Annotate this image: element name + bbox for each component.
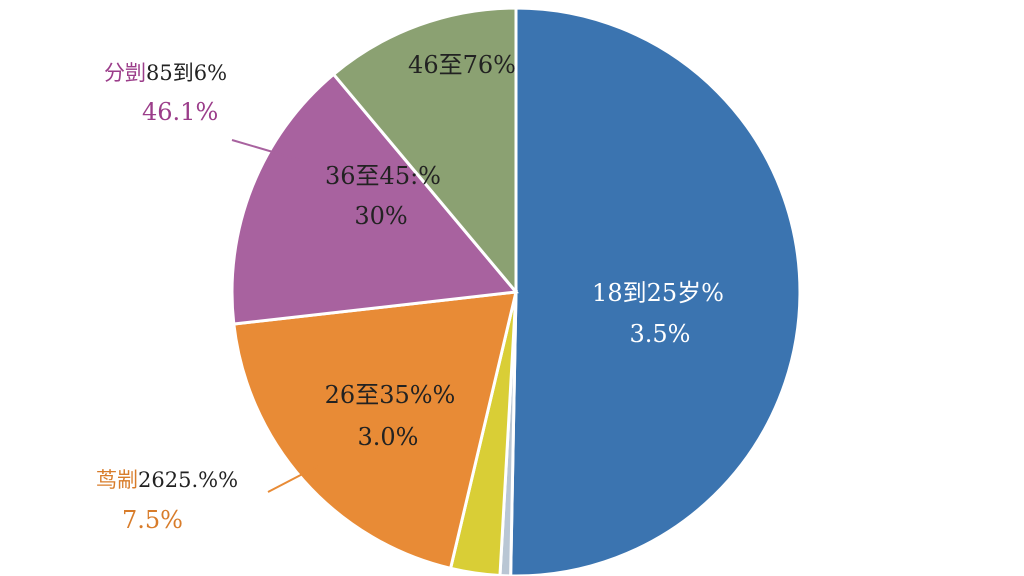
callout-purple-name: 分剴 (104, 61, 146, 85)
slice-label-18-25: 18到25岁% (592, 279, 724, 307)
callout-orange: 茑剬2625.%% (96, 468, 238, 492)
slice-value-36-45: 30% (354, 202, 407, 230)
pie-slice-4 (230, 72, 519, 326)
callout-purple-range: 85到6% (146, 61, 227, 85)
callout-orange-value: 7.5% (122, 506, 183, 534)
slice-label-36-45: 36至45:% (325, 162, 441, 190)
pie-slice-5 (331, 6, 518, 297)
pie-slice-3 (232, 290, 518, 571)
callout-purple-value: 46.1% (142, 98, 218, 126)
callout-orange-name: 茑剬 (96, 468, 138, 492)
callout-purple: 分剴85到6% (104, 61, 227, 85)
leader-line-purple (231, 139, 301, 161)
slice-value-26-35: 3.0% (358, 423, 419, 451)
leader-line-orange (267, 465, 319, 493)
slice-value-18-25: 3.5% (630, 320, 691, 348)
slice-label-26-35: 26至35%% (325, 381, 456, 409)
callout-orange-range: 2625.%% (138, 468, 238, 492)
slice-label-46-76: 46至76% (408, 51, 516, 79)
pie-slice-0 (509, 6, 802, 576)
